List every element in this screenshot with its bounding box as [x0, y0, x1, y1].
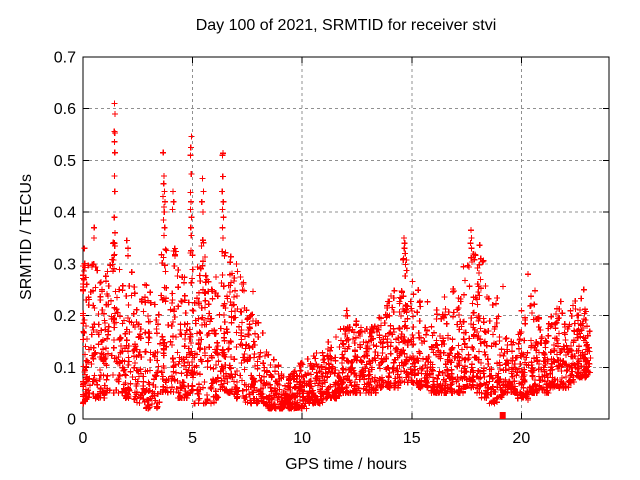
y-tick-label: 0.7 — [54, 50, 76, 67]
scatter-points — [80, 100, 594, 412]
y-tick-label: 0.2 — [54, 308, 76, 325]
x-tick-label: 20 — [512, 430, 530, 447]
x-tick-label: 15 — [403, 430, 421, 447]
gridlines — [83, 57, 609, 419]
x-tick-label: 10 — [293, 430, 311, 447]
plot-border — [82, 56, 610, 420]
y-tick-label: 0.5 — [54, 153, 76, 170]
x-axis-label: GPS time / hours — [285, 456, 407, 473]
y-tick-label: 0.4 — [54, 205, 76, 222]
y-tick-label: 0.6 — [54, 101, 76, 118]
y-tick-label: 0.3 — [54, 256, 76, 273]
y-tick-label: 0.1 — [54, 360, 76, 377]
chart-title: Day 100 of 2021, SRMTID for receiver stv… — [196, 17, 497, 34]
zero-value-marker — [499, 412, 506, 419]
y-axis-label: SRMTID / TECUs — [18, 174, 35, 300]
y-tick-label: 0 — [67, 412, 76, 429]
x-tick-label: 0 — [79, 430, 88, 447]
x-tick-label: 5 — [188, 430, 197, 447]
